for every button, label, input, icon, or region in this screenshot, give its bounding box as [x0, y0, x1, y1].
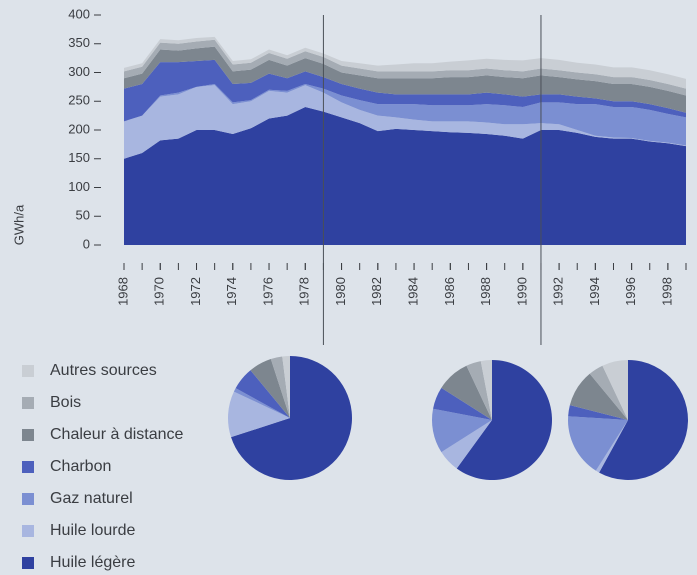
x-tick-label: 1972 [188, 277, 203, 306]
pie-slice [433, 387, 492, 420]
legend-swatch [22, 429, 34, 441]
pie-slice [282, 356, 290, 418]
legend-swatch [22, 525, 34, 537]
legend-swatch [22, 397, 34, 409]
pie-slice [456, 360, 553, 480]
y-tick-label: 300 [68, 64, 90, 79]
legend-swatch [22, 461, 34, 473]
legend-swatch [22, 365, 34, 377]
x-tick-label: 1980 [333, 277, 348, 306]
y-tick-label: 150 [68, 150, 90, 165]
legend-label: Charbon [50, 458, 111, 475]
legend-label: Huile lourde [50, 522, 135, 539]
y-tick-label: 200 [68, 121, 90, 136]
pie-slice [568, 405, 628, 420]
legend-swatch [22, 493, 34, 505]
pie-slice [432, 408, 492, 453]
y-tick-label: 50 [76, 208, 90, 223]
area [124, 107, 686, 245]
area [124, 84, 686, 146]
x-tick-label: 1992 [551, 277, 566, 306]
legend-swatch [22, 557, 34, 569]
x-tick-label: 1990 [514, 277, 529, 306]
pie-slice [250, 359, 290, 418]
pie-slice [599, 360, 688, 480]
pie-slice [466, 361, 492, 420]
x-tick-label: 1970 [152, 277, 167, 306]
x-tick-label: 1996 [623, 277, 638, 306]
pie-slice [233, 388, 290, 418]
pie-slice [235, 370, 290, 418]
area [124, 46, 686, 113]
area [124, 39, 686, 96]
legend-label: Autres sources [50, 362, 157, 379]
y-tick-label: 400 [68, 6, 90, 21]
legend-label: Huile légère [50, 554, 135, 571]
area [124, 85, 686, 159]
x-tick-label: 1976 [260, 277, 275, 306]
x-tick-label: 1998 [659, 277, 674, 306]
legend-label: Chaleur à distance [50, 426, 184, 443]
x-tick-label: 1984 [406, 277, 421, 306]
y-tick-label: 0 [83, 236, 90, 251]
y-axis-label: GWh/a [11, 204, 26, 245]
y-tick-label: 350 [68, 35, 90, 50]
pie-slice [569, 373, 628, 420]
pie-slice [227, 391, 290, 438]
x-tick-label: 1986 [442, 277, 457, 306]
y-tick-label: 100 [68, 179, 90, 194]
y-tick-label: 250 [68, 93, 90, 108]
pie-slice [595, 420, 628, 473]
pie-slice [270, 356, 290, 418]
x-tick-label: 1974 [224, 277, 239, 306]
pie-slice [441, 420, 492, 469]
pie-slice [568, 416, 628, 471]
x-tick-label: 1978 [297, 277, 312, 306]
x-tick-label: 1968 [115, 277, 130, 306]
pie-slice [231, 356, 352, 480]
pie-slice [602, 360, 628, 420]
legend-label: Bois [50, 394, 81, 411]
area [124, 59, 686, 122]
pie-slice [441, 365, 492, 420]
pie-slice [589, 365, 628, 420]
x-tick-label: 1988 [478, 277, 493, 306]
legend-label: Gaz naturel [50, 490, 133, 507]
x-tick-label: 1994 [587, 277, 602, 306]
pie-slice [480, 360, 492, 420]
x-tick-label: 1982 [369, 277, 384, 306]
area [124, 36, 686, 89]
